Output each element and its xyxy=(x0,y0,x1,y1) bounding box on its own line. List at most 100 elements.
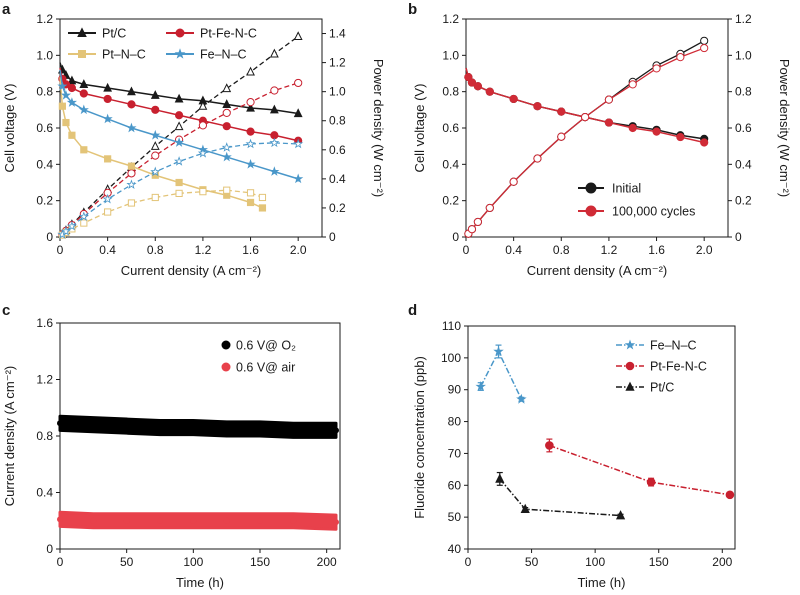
series-1 xyxy=(545,438,735,500)
legend-marker xyxy=(585,182,597,194)
voltage-point xyxy=(79,79,89,88)
data-point xyxy=(90,517,97,524)
legend-label: Fe–N–C xyxy=(650,339,697,353)
y-tick-label: 0.2 xyxy=(36,194,53,208)
voltage-point xyxy=(293,173,304,184)
power-point xyxy=(246,98,255,107)
power-point xyxy=(676,53,685,62)
data-point xyxy=(475,381,486,392)
power-point xyxy=(467,225,477,234)
y-tick-label: 50 xyxy=(448,510,462,524)
power-point xyxy=(270,86,279,95)
series-0 xyxy=(57,414,339,439)
legend-entry: Fe–N–C xyxy=(166,48,247,62)
power-point xyxy=(223,186,231,194)
y2-tick-label: 1.2 xyxy=(735,12,752,26)
series-1 xyxy=(58,67,303,239)
legend-marker xyxy=(78,50,86,58)
y-tick-label: 0.8 xyxy=(442,85,459,99)
power-point xyxy=(199,188,207,196)
voltage-curve xyxy=(465,67,705,144)
panel-c-letter: c xyxy=(2,302,10,319)
legend-marker xyxy=(221,362,231,372)
voltage-point xyxy=(293,108,303,118)
x-tick-label: 0 xyxy=(57,555,64,569)
power-point xyxy=(66,220,77,231)
voltage-point xyxy=(104,155,112,163)
x-tick-label: 1.6 xyxy=(242,243,259,257)
voltage-curve xyxy=(465,67,705,140)
data-point xyxy=(545,441,554,450)
legend-label: Pt-Fe-N-C xyxy=(650,360,707,374)
y-tick-label: 60 xyxy=(448,478,462,492)
legend-entry: Pt/C xyxy=(68,27,126,41)
series-2 xyxy=(58,77,267,239)
power-point xyxy=(509,177,518,186)
y-axis-label: Fluoride concentration (ppb) xyxy=(412,356,427,519)
voltage-point xyxy=(509,94,518,104)
power-point xyxy=(557,132,566,141)
data-point xyxy=(257,517,263,524)
voltage-point xyxy=(67,83,77,93)
series-line xyxy=(480,349,523,400)
power-point xyxy=(246,66,255,76)
power-point xyxy=(198,121,208,130)
y-tick-label: 1.2 xyxy=(36,373,53,387)
power-point xyxy=(293,31,303,41)
power-point xyxy=(700,36,709,45)
y-tick-label: 1.6 xyxy=(36,316,53,330)
data-point xyxy=(123,517,130,524)
y2-tick-label: 1.0 xyxy=(329,85,346,99)
voltage-point xyxy=(62,118,70,127)
power-point xyxy=(269,137,280,148)
voltage-point xyxy=(151,105,160,114)
voltage-point xyxy=(126,122,137,133)
data-point xyxy=(157,424,163,431)
data-band xyxy=(58,510,338,531)
power-point xyxy=(652,64,661,73)
x-tick-label: 1.2 xyxy=(195,243,212,257)
data-point xyxy=(290,427,297,434)
legend-entry: Pt–N–C xyxy=(68,48,146,62)
voltage-point xyxy=(79,89,88,98)
voltage-point xyxy=(222,122,231,131)
power-point xyxy=(246,189,255,197)
power-point xyxy=(294,78,303,88)
power-point xyxy=(60,225,72,236)
voltage-point xyxy=(467,78,477,87)
voltage-point xyxy=(103,94,112,104)
y-tick-label: 0 xyxy=(46,542,53,556)
voltage-point xyxy=(700,138,709,147)
legend-entry: 0.6 V@ air xyxy=(221,361,295,375)
power-point xyxy=(293,138,304,149)
legend-marker xyxy=(625,361,635,371)
y-tick-label: 0.2 xyxy=(442,194,459,208)
series-1 xyxy=(57,510,339,531)
y-tick-label: 0 xyxy=(46,230,53,244)
x-tick-label: 0.8 xyxy=(147,243,164,257)
series-line xyxy=(499,478,621,517)
power-point xyxy=(473,217,483,227)
power-point xyxy=(127,199,136,207)
legend-label: Initial xyxy=(612,182,641,196)
voltage-point xyxy=(80,146,88,154)
voltage-point xyxy=(175,178,183,187)
legend-marker xyxy=(625,381,635,391)
voltage-point xyxy=(246,102,255,112)
panel-b: b 0 0.4 0.8 1.2 1.6 2.0 0 0.2 0.4 0.6 0.8 1.0 1.2 Cur… xyxy=(408,1,792,278)
power-point xyxy=(126,179,137,190)
x-axis-label: Current density (A cm⁻²) xyxy=(121,263,262,278)
voltage-point xyxy=(78,104,89,115)
voltage-point xyxy=(67,75,77,85)
y2-tick-label: 1.4 xyxy=(329,27,346,41)
legend-entry: Initial xyxy=(578,182,641,196)
voltage-point xyxy=(103,82,113,92)
power-point xyxy=(127,169,136,178)
power-point xyxy=(174,156,185,166)
y-tick-label: 0.4 xyxy=(36,157,53,171)
data-point xyxy=(333,427,339,434)
y-tick-label: 40 xyxy=(448,542,462,556)
power-point xyxy=(197,147,208,158)
panel-a-letter: a xyxy=(2,1,11,18)
